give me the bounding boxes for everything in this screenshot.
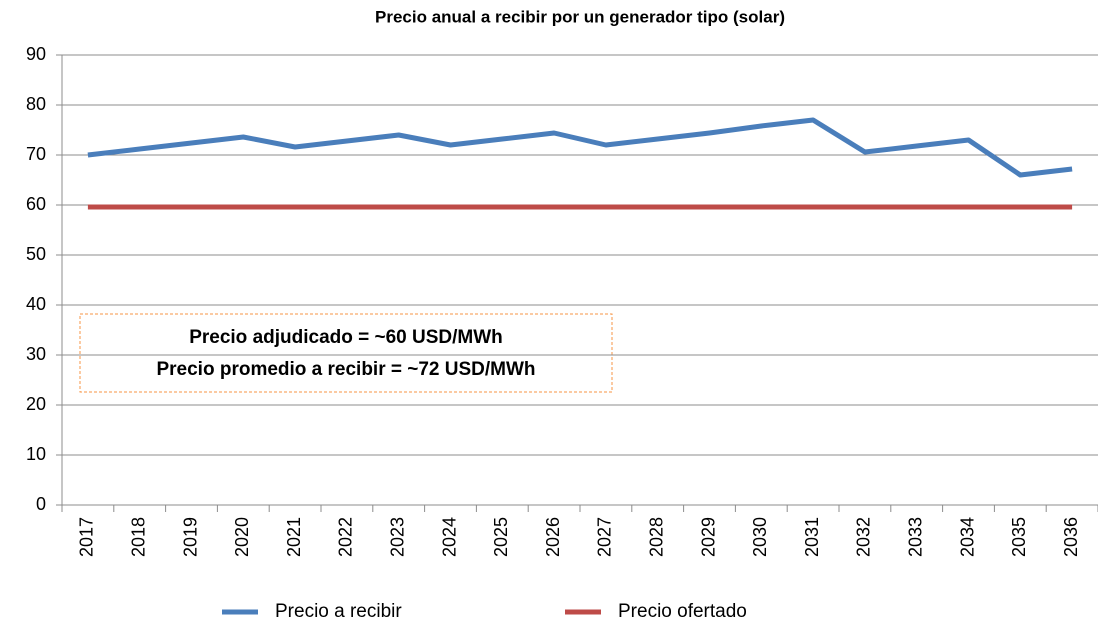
x-tick-label: 2023 [387, 517, 407, 557]
x-tick-label: 2036 [1061, 517, 1081, 557]
y-tick-label: 70 [26, 144, 46, 164]
x-tick-label: 2024 [439, 517, 459, 557]
x-tick-label: 2035 [1009, 517, 1029, 557]
x-tick-label: 2032 [854, 517, 874, 557]
x-tick-label: 2034 [957, 517, 977, 557]
y-tick-label: 30 [26, 344, 46, 364]
x-tick-label: 2019 [180, 517, 200, 557]
x-tick-label: 2031 [802, 517, 822, 557]
annotation: Precio adjudicado = ~60 USD/MWh [189, 327, 503, 348]
x-tick-label: 2033 [905, 517, 925, 557]
y-tick-label: 20 [26, 394, 46, 414]
y-tick-label: 40 [26, 294, 46, 314]
x-tick-label: 2025 [491, 517, 511, 557]
annotation: Precio promedio a recibir = ~72 USD/MWh [156, 359, 535, 380]
y-tick-label: 90 [26, 44, 46, 64]
legend-label: Precio ofertado [618, 601, 747, 622]
y-tick-label: 10 [26, 444, 46, 464]
x-tick-label: 2020 [232, 517, 252, 557]
y-tick-label: 50 [26, 244, 46, 264]
chart-title: Precio anual a recibir por un generador … [375, 7, 785, 26]
x-tick-label: 2021 [284, 517, 304, 557]
y-tick-label: 80 [26, 94, 46, 114]
x-tick-label: 2022 [336, 517, 356, 557]
x-tick-label: 2026 [543, 517, 563, 557]
x-tick-label: 2018 [128, 517, 148, 557]
line-series [87, 117, 1073, 178]
annotation-box [79, 313, 613, 393]
x-tick-label: 2029 [698, 517, 718, 557]
y-tick-label: 60 [26, 194, 46, 214]
x-tick-label: 2027 [595, 517, 615, 557]
x-tick-label: 2028 [646, 517, 666, 557]
x-tick-label: 2030 [750, 517, 770, 557]
legend-label: Precio a recibir [275, 601, 402, 622]
y-tick-label: 0 [36, 494, 46, 514]
x-tick-label: 2017 [77, 517, 97, 557]
